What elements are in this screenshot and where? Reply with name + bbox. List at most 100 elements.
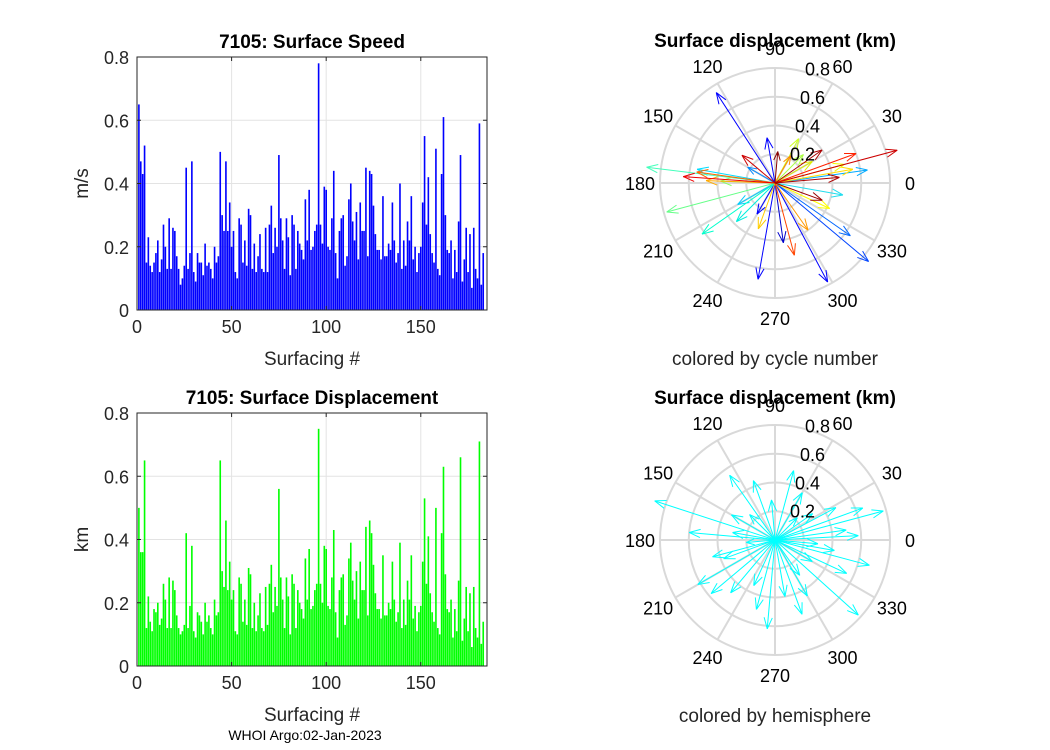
bar: [480, 643, 483, 666]
bar: [455, 631, 458, 666]
y-tick-label: 0.4: [104, 175, 129, 195]
bar: [227, 230, 229, 310]
bar: [234, 631, 237, 666]
bar: [444, 215, 447, 310]
bar: [455, 272, 458, 310]
bar: [340, 577, 343, 666]
bar: [342, 215, 345, 310]
bar: [372, 564, 375, 666]
bar: [421, 561, 424, 666]
bar: [139, 552, 142, 666]
bar: [418, 253, 420, 310]
polar-grid-spoke: [774, 481, 876, 541]
bar: [393, 599, 396, 666]
bar: [444, 574, 447, 666]
bar: [334, 253, 337, 310]
bar: [157, 240, 159, 310]
y-axis-label: m/s: [72, 168, 93, 199]
polar-chart-polar-hemisphere: 0 30 60 90 120 150 180 210 240 270 300 330 0.2 0.4 0.6…: [625, 388, 915, 727]
theta-tick-label: 120: [692, 57, 722, 77]
bar: [227, 590, 229, 666]
bar: [219, 460, 222, 666]
bar: [179, 284, 182, 310]
displacement-arrow: [696, 169, 776, 184]
bar: [353, 240, 356, 310]
displacement-arrow: [774, 538, 819, 548]
bar: [272, 612, 275, 666]
displacement-arrow: [767, 499, 778, 541]
bar: [249, 215, 252, 310]
polar-grid-spoke: [716, 82, 776, 184]
bar: [175, 615, 178, 666]
bar: [196, 253, 199, 310]
displacement-arrow: [774, 182, 823, 201]
bar: [211, 278, 214, 310]
displacement-arrow: [729, 474, 776, 541]
bar: [270, 205, 273, 310]
bar: [278, 488, 280, 666]
bar: [346, 615, 348, 666]
bar: [251, 628, 254, 666]
displacement-arrow: [654, 499, 776, 541]
bar: [236, 634, 239, 666]
bar: [389, 249, 392, 310]
displacement-arrow: [774, 166, 854, 184]
bar: [457, 221, 460, 310]
bar: [355, 211, 358, 310]
y-tick-label: 0.8: [104, 48, 129, 68]
bar: [427, 536, 430, 666]
bar: [399, 183, 401, 310]
bar: [448, 612, 450, 666]
bar: [312, 605, 314, 666]
bar: [476, 278, 479, 310]
bar: [283, 268, 286, 310]
theta-tick-label: 330: [877, 242, 907, 262]
bar: [395, 621, 397, 666]
bar: [391, 202, 394, 310]
displacement-arrow: [756, 182, 776, 215]
x-axis-label: Surfacing #: [264, 705, 361, 726]
bar: [293, 224, 295, 310]
bar: [185, 167, 187, 310]
bar: [478, 441, 481, 666]
theta-tick-label: 90: [765, 396, 785, 416]
displacement-arrow: [710, 539, 776, 595]
bar: [363, 230, 365, 310]
bar: [446, 609, 449, 666]
bar: [304, 199, 307, 310]
bar: [437, 628, 439, 666]
bar: [476, 637, 479, 666]
bar: [279, 218, 282, 310]
theta-tick-label: 150: [643, 107, 673, 127]
bar: [327, 605, 329, 666]
theta-tick-label: 330: [877, 599, 907, 619]
bar: [191, 161, 193, 310]
theta-tick-label: 210: [643, 242, 673, 262]
bar: [255, 272, 257, 310]
theta-tick-label: 240: [692, 291, 722, 311]
displacement-arrow: [774, 470, 796, 541]
theta-tick-label: 60: [832, 414, 852, 434]
polar-chart-polar-cycle: 0 30 60 90 120 150 180 210 240 270 300 330 0.2 0.4 0.6…: [625, 31, 915, 370]
bar: [340, 218, 343, 310]
bar: [293, 583, 295, 666]
bar: [191, 545, 193, 666]
bar: [348, 199, 350, 310]
displacement-arrow: [723, 539, 776, 560]
bar: [450, 599, 452, 666]
bar: [200, 621, 203, 666]
x-tick-label: 100: [311, 317, 341, 337]
bar: [368, 170, 371, 310]
theta-tick-label: 180: [625, 531, 655, 551]
bar: [304, 558, 307, 666]
displacement-arrow: [774, 182, 844, 198]
bar: [177, 268, 180, 310]
bar: [168, 577, 170, 666]
theta-tick-label: 150: [643, 464, 673, 484]
displacement-arrow: [774, 152, 857, 184]
r-tick-label: 0.4: [795, 116, 820, 136]
bar: [249, 574, 252, 666]
bar: [469, 234, 471, 310]
theta-tick-label: 30: [882, 464, 902, 484]
polar-grid-spoke: [774, 182, 834, 284]
